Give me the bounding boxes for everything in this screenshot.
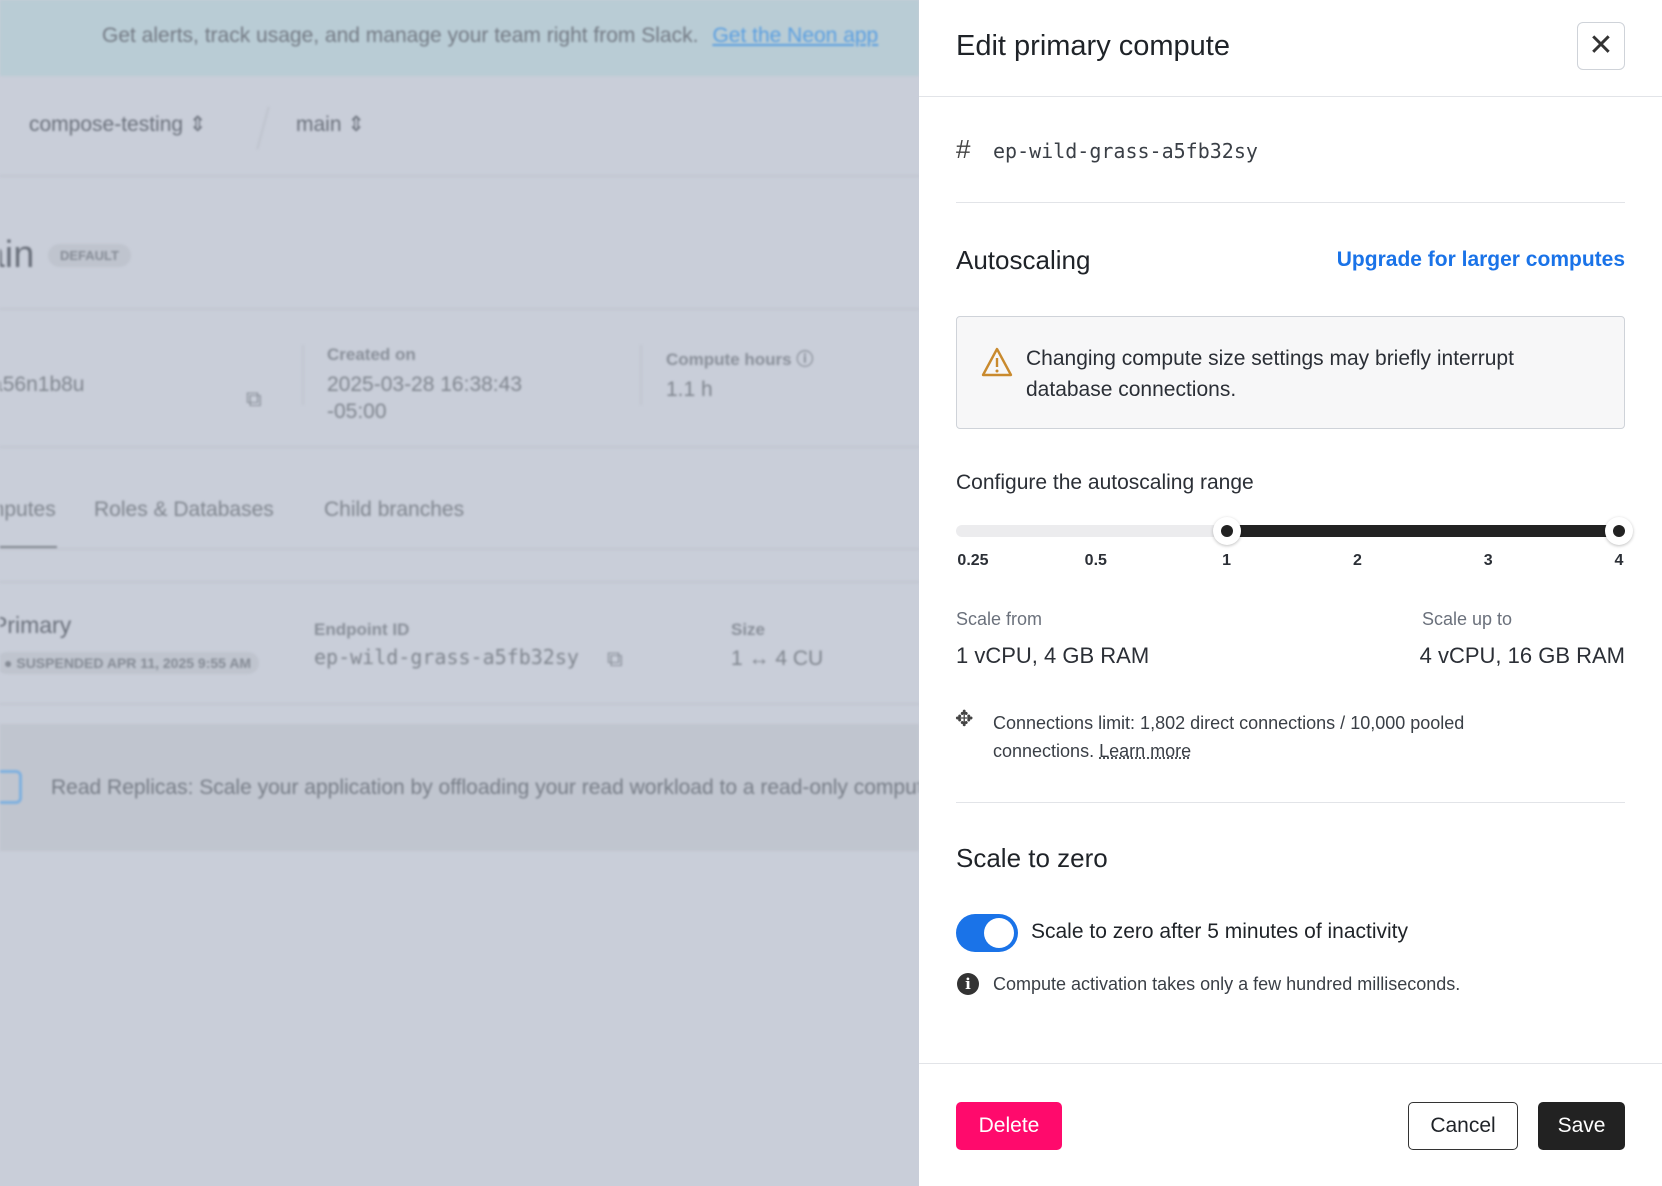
warning-text: Changing compute size settings may brief… <box>1026 347 1514 401</box>
scale-to-zero-toggle[interactable] <box>956 914 1018 952</box>
upgrade-link[interactable]: Upgrade for larger computes <box>1336 248 1625 271</box>
info-value: 1.1 h <box>666 378 713 401</box>
default-badge: DEFAULT <box>48 244 131 267</box>
slider-tick-label: 2 <box>1352 552 1362 569</box>
divider <box>0 446 919 448</box>
delete-button[interactable]: Delete <box>956 1102 1062 1150</box>
tab-computes[interactable]: Computes <box>0 498 56 521</box>
status-badge: ● SUSPENDED APR 11, 2025 9:55 AM <box>0 652 260 674</box>
scale-to-zero-label[interactable]: Scale to zero after 5 minutes of inactiv… <box>1031 920 1409 943</box>
save-button[interactable]: Save <box>1538 1102 1625 1150</box>
endpoint-value: ep-wild-grass-a5fb32sy <box>314 645 579 669</box>
slider-min-thumb[interactable] <box>1212 517 1241 545</box>
autoscaling-heading: Autoscaling <box>956 245 1091 275</box>
info-created: Created on 2025-03-28 16:38:43 -05:00 <box>327 345 567 425</box>
slider-tick-label: 0.5 <box>1084 552 1107 569</box>
slider-tick-label: 0.25 <box>957 552 989 569</box>
breadcrumb-label: compose-testing <box>29 113 184 136</box>
slider-tick-label: 4 <box>1614 552 1624 569</box>
chip-icon <box>0 770 22 804</box>
warning-icon <box>981 347 1013 377</box>
close-button[interactable]: ✕ <box>1577 22 1625 70</box>
breadcrumb-branch[interactable]: main ⇕ <box>296 112 365 137</box>
scale-from-label: Scale from <box>956 609 1043 629</box>
divider <box>0 175 919 177</box>
toggle-knob <box>984 918 1014 948</box>
slider-max-thumb[interactable] <box>1605 517 1633 545</box>
breadcrumb-label: main <box>296 113 342 136</box>
tab-roles-databases[interactable]: Roles & Databases <box>94 498 274 521</box>
divider <box>0 581 919 583</box>
connections-limit: Connections limit: 1,802 direct connecti… <box>993 713 1465 761</box>
autoscaling-slider[interactable]: 0.25 0.5 1 2 3 4 <box>919 0 1662 600</box>
banner-text: Get alerts, track usage, and manage your… <box>102 24 699 47</box>
info-label: Created on <box>327 345 416 364</box>
tab-child-branches[interactable]: Child branches <box>324 498 465 521</box>
info-compute-hours: Compute hours ⓘ 1.1 h <box>666 345 813 403</box>
divider <box>0 308 919 310</box>
edit-compute-drawer: Edit primary compute ✕ # ep-wild-grass-a… <box>919 0 1662 1186</box>
slider-track <box>956 525 1620 537</box>
info-label: ID <box>0 345 270 365</box>
copy-icon[interactable]: ⧉ <box>607 646 623 671</box>
info-label: Compute hours <box>666 350 792 369</box>
endpoint-label: Endpoint ID <box>314 620 410 639</box>
slider-tick-label: 3 <box>1483 552 1493 569</box>
scale-from-value: 1 vCPU, 4 GB RAM <box>956 643 1150 668</box>
info-icon: i <box>957 973 979 995</box>
connections-text: Connections limit: 1,802 direct connecti… <box>993 709 1553 765</box>
divider <box>956 202 1625 203</box>
info-id: ID br-winter-feather-a56n1b8u <box>0 345 270 398</box>
status-text: SUSPENDED APR 11, 2025 9:55 AM <box>16 655 252 671</box>
divider <box>0 548 919 550</box>
breadcrumb-divider <box>256 106 270 150</box>
divider <box>640 345 642 405</box>
active-tab-indicator <box>0 546 57 549</box>
divider <box>919 96 1662 97</box>
chevron-updown-icon: ⇕ <box>188 113 207 136</box>
read-replicas-banner: Read Replicas: Scale your application by… <box>0 724 919 851</box>
learn-more-link[interactable]: Learn more <box>1099 741 1192 761</box>
activation-note: Compute activation takes only a few hund… <box>993 974 1461 994</box>
scale-up-label: Scale up to <box>1422 609 1513 629</box>
divider <box>302 345 304 405</box>
warning-callout: Changing compute size settings may brief… <box>956 316 1625 429</box>
info-icon[interactable]: ⓘ <box>796 350 814 369</box>
slack-banner: Get alerts, track usage, and manage your… <box>0 0 919 76</box>
slider-tick-label: 1 <box>1222 552 1232 569</box>
close-icon: ✕ <box>1588 29 1614 62</box>
divider <box>956 802 1625 803</box>
read-replicas-text: Read Replicas: Scale your application by… <box>51 776 919 799</box>
chevron-updown-icon: ⇕ <box>347 113 365 136</box>
size-value: 1 ↔ 4 CU <box>731 647 824 670</box>
info-value: 2025-03-28 16:38:43 -05:00 <box>327 373 522 423</box>
info-value: br-winter-feather-a56n1b8u <box>0 373 85 396</box>
scale-to-zero-heading: Scale to zero <box>956 843 1108 873</box>
divider <box>0 703 919 705</box>
compute-name: Primary <box>0 612 72 638</box>
size-label: Size <box>731 620 766 639</box>
slider-range-fill <box>1226 525 1619 537</box>
drawer-title: Edit primary compute <box>956 30 1230 62</box>
banner-link[interactable]: Get the Neon app <box>712 24 879 47</box>
breadcrumb-project[interactable]: compose-testing ⇕ <box>29 112 207 137</box>
background-page: Get alerts, track usage, and manage your… <box>0 0 919 851</box>
scale-up-value: 4 vCPU, 16 GB RAM <box>1419 643 1625 668</box>
endpoint-id: ep-wild-grass-a5fb32sy <box>993 139 1258 163</box>
range-label: Configure the autoscaling range <box>956 471 1254 494</box>
branch-title: main <box>0 234 35 276</box>
copy-icon[interactable]: ⧉ <box>246 386 262 411</box>
cancel-button[interactable]: Cancel <box>1408 1102 1518 1150</box>
hash-icon: # <box>956 134 971 164</box>
connections-icon: ✥ <box>955 706 974 731</box>
divider <box>919 1063 1662 1064</box>
